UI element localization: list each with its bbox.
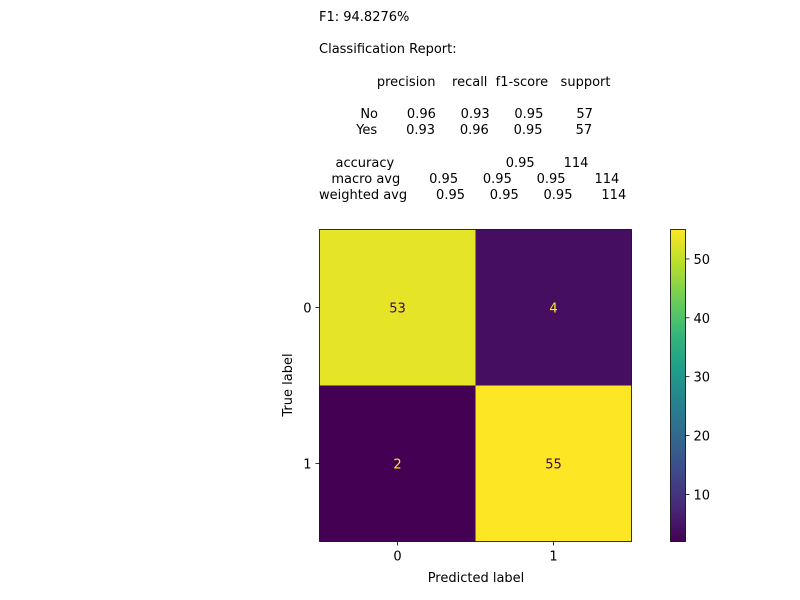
y-tick-label: 0 — [303, 302, 311, 317]
colorbar-tick-label: 30 — [694, 371, 711, 386]
colorbar-tick-label: 40 — [694, 312, 711, 327]
cell-value-label: 53 — [389, 302, 406, 317]
classification-report: F1: 94.8276% Classification Report: prec… — [319, 10, 627, 204]
cell-value-label: 2 — [393, 458, 401, 473]
y-axis-ticks: 01 — [303, 302, 320, 473]
colorbar — [670, 229, 686, 542]
plot-frame — [319, 229, 632, 542]
x-axis-label: Predicted label — [428, 571, 525, 586]
matrix-cell — [475, 229, 632, 386]
matrix-cell — [319, 385, 476, 542]
cell-value-label: 4 — [549, 302, 557, 317]
x-tick-label: 1 — [549, 550, 557, 565]
colorbar-tick-label: 20 — [694, 430, 711, 445]
colorbar-tick-label: 50 — [694, 253, 711, 268]
matrix-cells: 53 4 2 55 — [319, 229, 632, 542]
colorbar-tick-label: 10 — [694, 488, 711, 503]
matrix-cell — [319, 229, 476, 386]
colorbar-ticks: 10 20 30 40 50 — [685, 253, 711, 503]
x-tick-label: 0 — [393, 550, 401, 565]
y-axis-label: True label — [281, 353, 296, 417]
matrix-cell — [475, 385, 632, 542]
cell-value-label: 55 — [545, 458, 562, 473]
y-tick-label: 1 — [303, 458, 311, 473]
